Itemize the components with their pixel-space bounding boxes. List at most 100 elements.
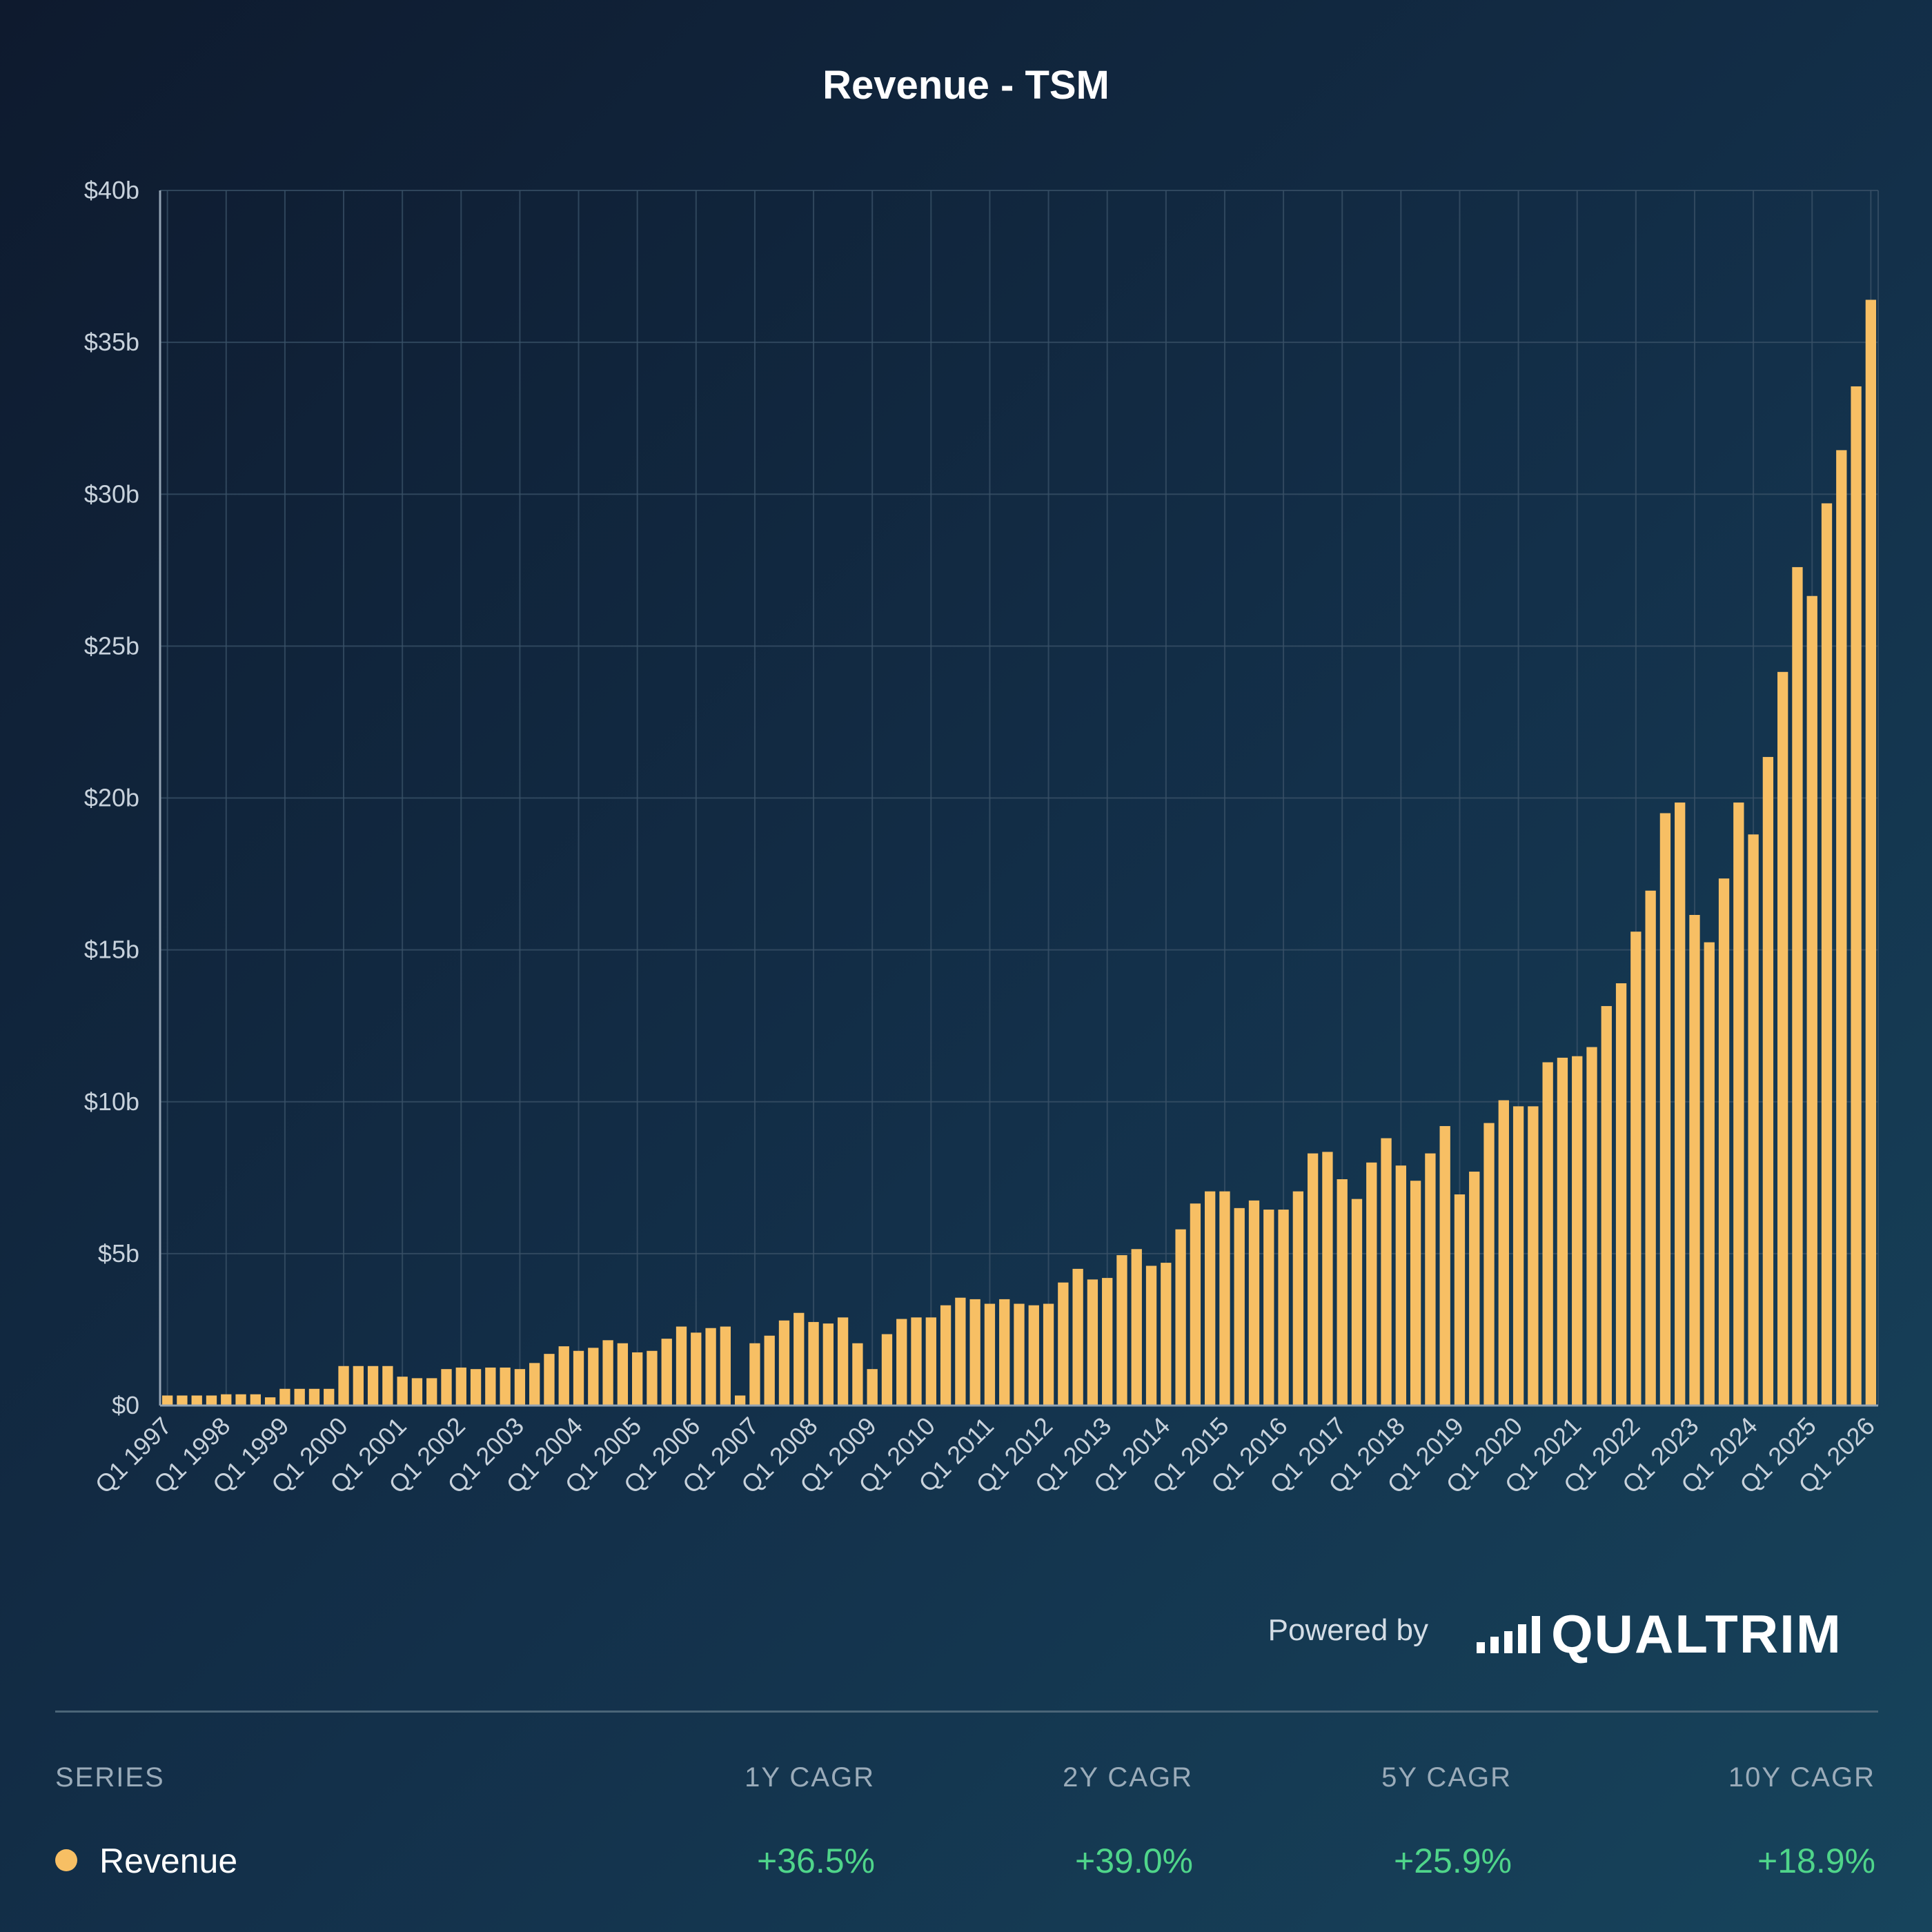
revenue-bar[interactable] (382, 1366, 393, 1406)
revenue-bar[interactable] (324, 1388, 335, 1406)
revenue-bar[interactable] (881, 1334, 893, 1406)
revenue-bar[interactable] (558, 1346, 569, 1406)
revenue-bar[interactable] (1557, 1057, 1568, 1406)
revenue-bar[interactable] (1219, 1191, 1230, 1406)
revenue-bar[interactable] (955, 1297, 966, 1406)
revenue-bar[interactable] (764, 1335, 775, 1406)
revenue-bar[interactable] (177, 1395, 188, 1406)
revenue-bar[interactable] (397, 1377, 408, 1406)
revenue-bar[interactable] (1762, 757, 1774, 1406)
revenue-bar[interactable] (1351, 1199, 1363, 1406)
revenue-bar[interactable] (1454, 1194, 1466, 1406)
revenue-bar[interactable] (837, 1317, 849, 1406)
revenue-bar[interactable] (441, 1369, 452, 1406)
revenue-bar[interactable] (705, 1328, 716, 1406)
revenue-bar[interactable] (1836, 450, 1847, 1406)
revenue-bar[interactable] (338, 1366, 349, 1406)
revenue-bar[interactable] (1498, 1100, 1509, 1406)
revenue-bar[interactable] (1087, 1279, 1098, 1406)
revenue-bar[interactable] (1205, 1191, 1216, 1406)
revenue-bar[interactable] (1821, 503, 1833, 1406)
revenue-bar[interactable] (720, 1326, 731, 1406)
revenue-bar[interactable] (353, 1366, 364, 1406)
revenue-bar[interactable] (778, 1320, 790, 1406)
revenue-bar[interactable] (925, 1317, 936, 1406)
revenue-bar[interactable] (749, 1343, 760, 1406)
revenue-bar[interactable] (793, 1312, 805, 1406)
revenue-bar[interactable] (1733, 802, 1744, 1406)
revenue-bar[interactable] (1865, 299, 1877, 1406)
revenue-bar[interactable] (1645, 890, 1656, 1406)
revenue-bar[interactable] (206, 1395, 217, 1406)
revenue-bar[interactable] (1777, 671, 1788, 1406)
revenue-bar[interactable] (1175, 1229, 1186, 1406)
revenue-bar[interactable] (822, 1323, 834, 1406)
revenue-bar[interactable] (426, 1378, 437, 1406)
revenue-bar[interactable] (1161, 1263, 1172, 1406)
revenue-bar[interactable] (1307, 1153, 1319, 1406)
revenue-bar[interactable] (940, 1305, 952, 1406)
revenue-bar[interactable] (455, 1367, 466, 1406)
revenue-bar[interactable] (1292, 1191, 1304, 1406)
revenue-bar[interactable] (1630, 931, 1642, 1406)
revenue-bar[interactable] (1586, 1047, 1597, 1406)
revenue-bar[interactable] (808, 1321, 819, 1406)
revenue-bar[interactable] (647, 1350, 658, 1406)
revenue-bar[interactable] (1263, 1210, 1274, 1406)
revenue-bar[interactable] (1102, 1278, 1113, 1406)
revenue-bar[interactable] (1278, 1210, 1289, 1406)
revenue-bar[interactable] (1806, 595, 1817, 1406)
revenue-bar[interactable] (1072, 1268, 1083, 1406)
revenue-bar[interactable] (867, 1369, 878, 1406)
revenue-bar[interactable] (573, 1350, 584, 1406)
series-name-revenue[interactable]: Revenue (99, 1842, 238, 1880)
revenue-bar[interactable] (1718, 878, 1730, 1406)
revenue-bar[interactable] (264, 1397, 276, 1406)
revenue-bar[interactable] (221, 1394, 232, 1406)
revenue-bar[interactable] (1366, 1162, 1377, 1406)
revenue-bar[interactable] (1542, 1062, 1553, 1406)
branding[interactable]: Powered by QUALTRIM (1268, 1606, 1870, 1662)
revenue-bar[interactable] (617, 1343, 629, 1406)
revenue-bar[interactable] (235, 1394, 246, 1406)
revenue-bar[interactable] (1792, 566, 1803, 1406)
revenue-bar[interactable] (1675, 802, 1686, 1406)
revenue-bar[interactable] (1748, 834, 1759, 1406)
revenue-bar[interactable] (1395, 1165, 1406, 1406)
revenue-bar[interactable] (1131, 1249, 1142, 1406)
revenue-bar[interactable] (676, 1326, 687, 1406)
revenue-bar[interactable] (1337, 1179, 1348, 1406)
revenue-bar[interactable] (1410, 1181, 1421, 1406)
revenue-bar[interactable] (250, 1394, 261, 1406)
revenue-bar[interactable] (661, 1339, 672, 1406)
revenue-bar[interactable] (969, 1299, 980, 1406)
revenue-bar[interactable] (1601, 1006, 1612, 1406)
revenue-bar[interactable] (1512, 1106, 1524, 1406)
revenue-bar[interactable] (1704, 942, 1715, 1406)
revenue-bar[interactable] (1234, 1208, 1245, 1406)
revenue-bar[interactable] (632, 1352, 643, 1406)
revenue-bar[interactable] (1528, 1106, 1539, 1406)
revenue-bar[interactable] (1145, 1265, 1157, 1406)
revenue-bar[interactable] (279, 1388, 290, 1406)
revenue-bar[interactable] (529, 1363, 540, 1406)
revenue-bar[interactable] (1689, 915, 1700, 1406)
revenue-bar[interactable] (734, 1395, 746, 1406)
revenue-bar[interactable] (1190, 1203, 1201, 1406)
revenue-bar[interactable] (1028, 1305, 1039, 1406)
revenue-bar[interactable] (161, 1395, 173, 1406)
revenue-bar[interactable] (1851, 386, 1862, 1406)
revenue-bar[interactable] (544, 1354, 555, 1406)
revenue-bar[interactable] (1469, 1172, 1480, 1406)
revenue-bar[interactable] (470, 1369, 482, 1406)
revenue-bar[interactable] (500, 1367, 511, 1406)
revenue-bar[interactable] (911, 1317, 922, 1406)
revenue-bar[interactable] (1659, 813, 1671, 1406)
revenue-bar[interactable] (411, 1378, 423, 1406)
revenue-bar[interactable] (1116, 1255, 1127, 1406)
revenue-bar[interactable] (1248, 1200, 1260, 1406)
revenue-bar[interactable] (999, 1299, 1010, 1406)
revenue-bar[interactable] (1572, 1056, 1583, 1406)
revenue-bar[interactable] (1615, 983, 1627, 1406)
revenue-bar[interactable] (514, 1369, 526, 1406)
